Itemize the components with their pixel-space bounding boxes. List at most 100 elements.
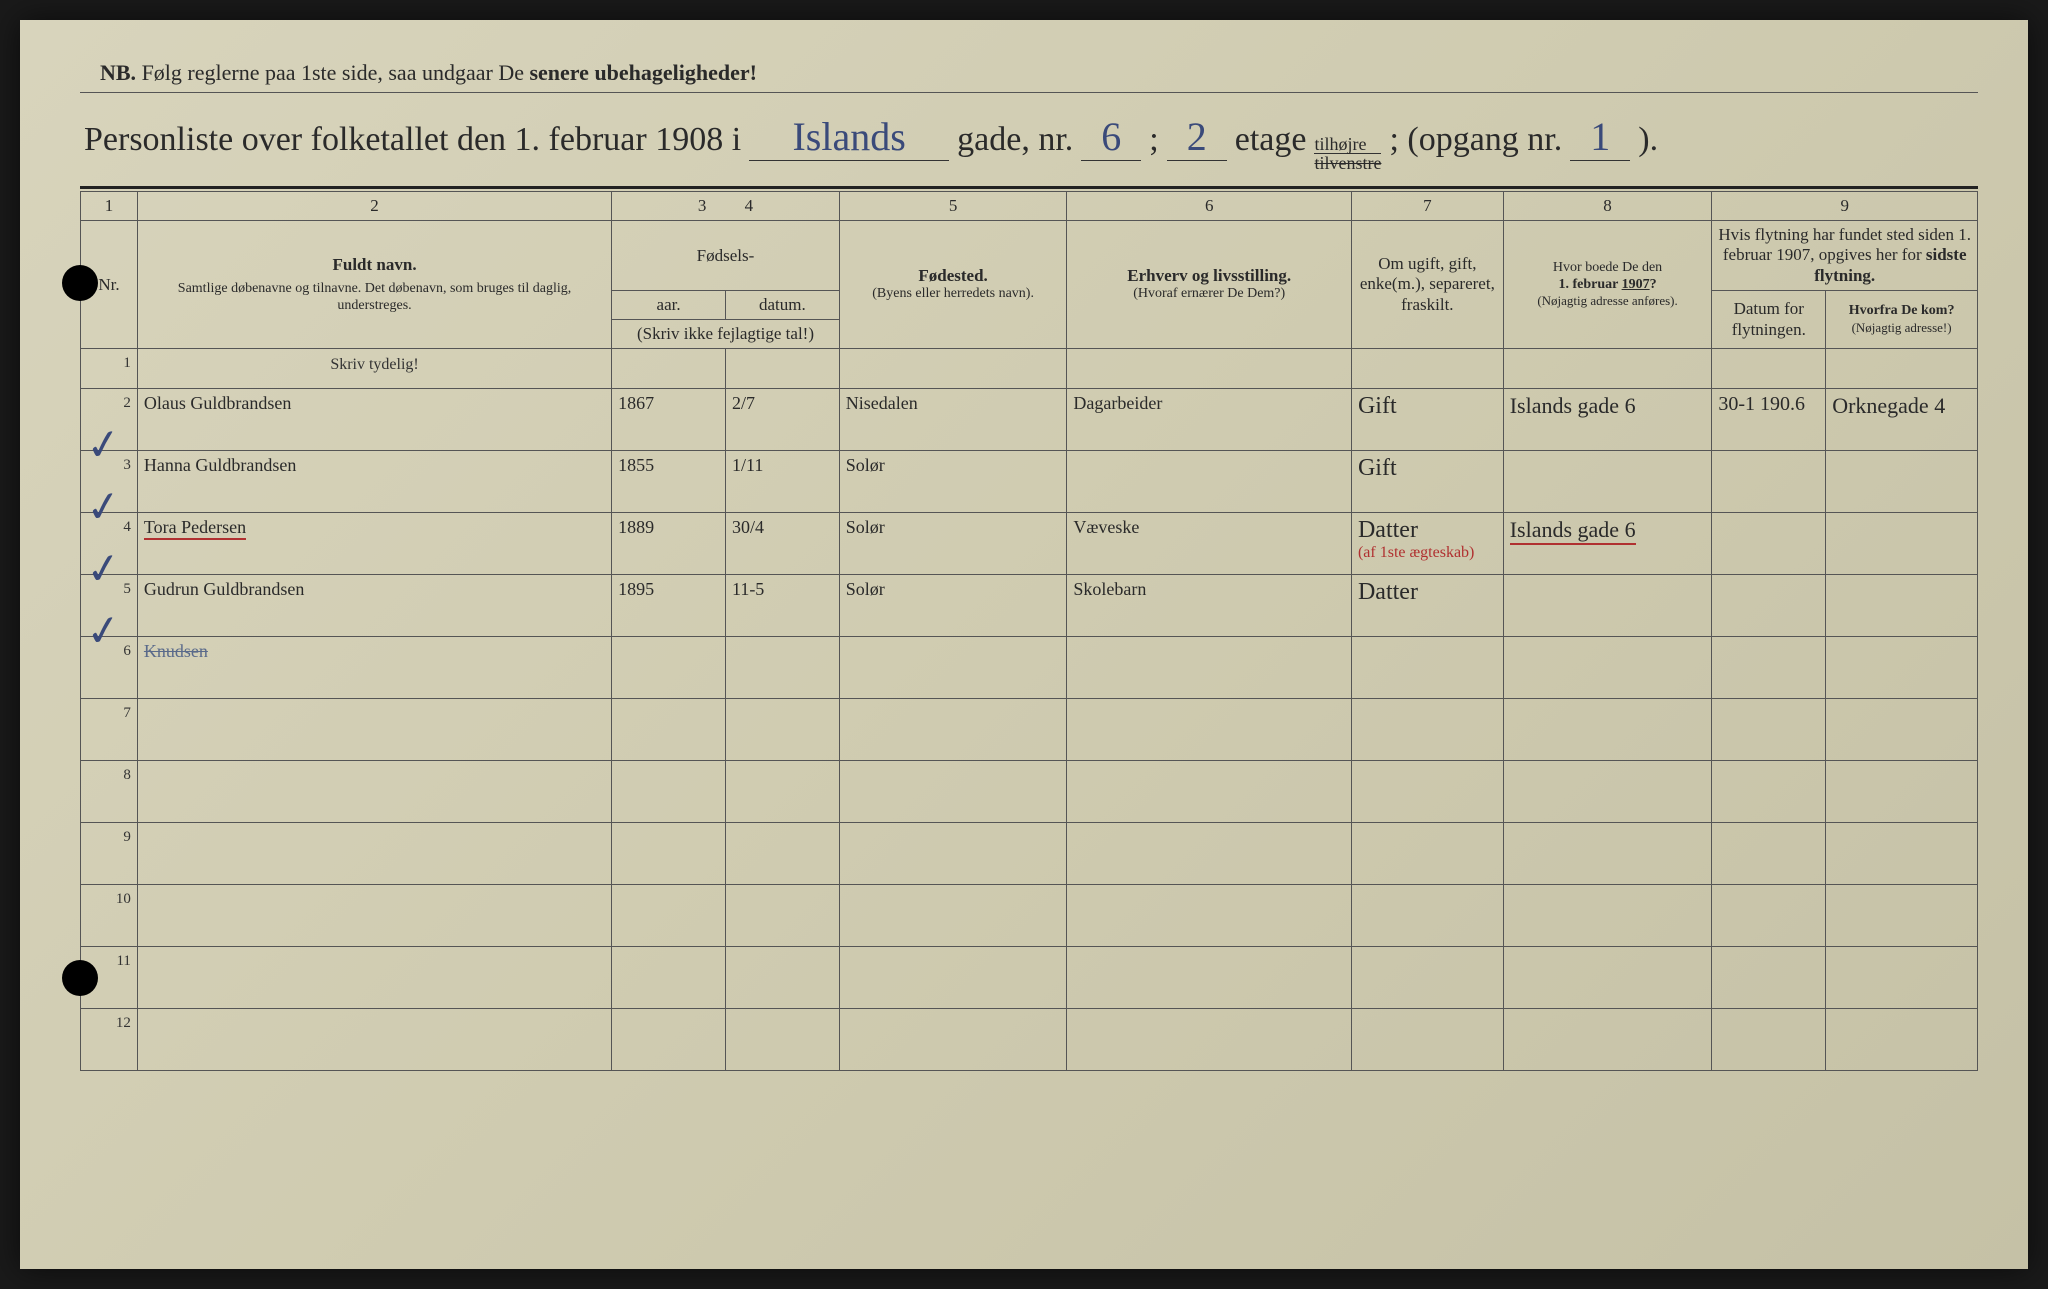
cell-move-date (1712, 1009, 1826, 1071)
hdr-birthplace-t: Fødested. (846, 266, 1061, 286)
cell-move-from (1826, 761, 1978, 823)
cell-move-date (1712, 451, 1826, 513)
cell-marital: Gift (1351, 451, 1503, 513)
cell-birthplace (839, 699, 1067, 761)
cell-occupation: Dagarbeider (1067, 389, 1352, 451)
rule-before-table (80, 186, 1978, 189)
side-bottom: tilvenstre (1314, 154, 1381, 172)
title-t2: gade, nr. (957, 121, 1073, 159)
cell-occupation: Skolebarn (1067, 575, 1352, 637)
cell-year (612, 823, 726, 885)
row-number: 1 (81, 349, 138, 389)
colnum-8: 8 (1503, 192, 1712, 221)
cell-name (137, 761, 611, 823)
cell-year (612, 1009, 726, 1071)
cell-year (612, 699, 726, 761)
hdr-occ-t: Erhverv og livsstilling. (1073, 266, 1345, 286)
table-row: 7 (81, 699, 1978, 761)
cell-occupation (1067, 823, 1352, 885)
nb-text2: senere ubehageligheder! (529, 60, 757, 85)
floor-number: 2 (1167, 113, 1227, 161)
title-t5: ; (opgang nr. (1389, 121, 1562, 159)
cell-prev-addr (1503, 761, 1712, 823)
cell-birthplace: Solør (839, 451, 1067, 513)
punch-hole-top (62, 265, 98, 301)
hdr-occupation: Erhverv og livsstilling. (Hvoraf ernærer… (1067, 221, 1352, 349)
hdr-birth-note: (Skriv ikke fejlagtige tal!) (612, 320, 840, 349)
cell-year (612, 885, 726, 947)
cell-prev-addr (1503, 885, 1712, 947)
nb-label: NB. (100, 60, 136, 85)
cell-move-from: Orknegade 4 (1826, 389, 1978, 451)
table-row: 9 (81, 823, 1978, 885)
hdr-name: Fuldt navn. Samtlige døbenavne og tilnav… (137, 221, 611, 349)
cell-date (725, 947, 839, 1009)
hdr-prev-addr: Hvor boede De den1. februar 1907? (Nøjag… (1503, 221, 1712, 349)
colnum-6: 6 (1067, 192, 1352, 221)
table-row: 2 Olaus Guldbrandsen 1867 2/7 Nisedalen … (81, 389, 1978, 451)
cell-move-date (1712, 575, 1826, 637)
hdr-birthplace-s: (Byens eller herre­dets navn). (846, 286, 1061, 303)
cell-prev-addr (1503, 637, 1712, 699)
cell-move-from (1826, 823, 1978, 885)
cell-move-date (1712, 947, 1826, 1009)
cell-marital (1351, 885, 1503, 947)
cell-move-from (1826, 947, 1978, 1009)
cell-marital (1351, 1009, 1503, 1071)
cell-prev-addr (1503, 451, 1712, 513)
cell-date (725, 637, 839, 699)
hdr-move-from: Hvorfra De kom? (Nøjagtig adresse!) (1826, 291, 1978, 349)
cell-year (612, 637, 726, 699)
table-header: 1 2 3 4 5 6 7 8 9 Nr. Fuldt navn. Samtli… (81, 192, 1978, 349)
house-number: 6 (1081, 113, 1141, 161)
cell-birthplace (839, 761, 1067, 823)
cell-occupation (1067, 699, 1352, 761)
cell-move-date (1712, 637, 1826, 699)
hdr-name-sub: Samtlige døbenavne og tilnavne. Det døbe… (144, 281, 605, 315)
cell-marital (1351, 947, 1503, 1009)
cell-move-date (1712, 823, 1826, 885)
cell-birthplace: Solør (839, 575, 1067, 637)
cell-marital (1351, 637, 1503, 699)
checkmark-icon: ✓ (83, 604, 125, 658)
hdr-from-s: (Nøjagtig adresse!) (1832, 320, 1971, 336)
row-number: 10 (81, 885, 138, 947)
title-t3: ; (1149, 121, 1158, 159)
title-t6: ). (1638, 121, 1658, 159)
colnum-9: 9 (1712, 192, 1978, 221)
rule-after-nb (80, 92, 1978, 93)
column-number-row: 1 2 3 4 5 6 7 8 9 (81, 192, 1978, 221)
hdr-birth-group: Fødsels- (612, 221, 840, 291)
hdr-move-group: Hvis flytning har fundet sted siden 1. f… (1712, 221, 1978, 291)
cell-birthplace (839, 823, 1067, 885)
cell-marital (1351, 823, 1503, 885)
cell-year: 1867 (612, 389, 726, 451)
cell-marital (1351, 699, 1503, 761)
colnum-2: 2 (137, 192, 611, 221)
row-number: 7 (81, 699, 138, 761)
colnum-1: 1 (81, 192, 138, 221)
cell-move-date (1712, 513, 1826, 575)
cell-name: Hanna Guldbrandsen (137, 451, 611, 513)
cell-date (725, 699, 839, 761)
hdr-marital: Om ugift, gift, enke(m.), separeret, fra… (1351, 221, 1503, 349)
cell-move-from (1826, 699, 1978, 761)
title-t4: etage (1235, 121, 1307, 159)
hdr-occ-s: (Hvoraf ernærer De Dem?) (1073, 286, 1345, 303)
cell-occupation (1067, 1009, 1352, 1071)
cell-name (137, 823, 611, 885)
cell-birthplace (839, 947, 1067, 1009)
street-name: Islands (749, 113, 949, 161)
cell-name (137, 699, 611, 761)
hdr-from-t: Hvorfra De kom? (1832, 303, 1971, 320)
hdr-date: datum. (725, 291, 839, 320)
checkmark-icon: ✓ (83, 542, 125, 596)
table-body: 1 Skriv tydelig! 2 Olaus Guldbrandsen 18… (81, 349, 1978, 1071)
table-row: 8 (81, 761, 1978, 823)
cell-move-from (1826, 349, 1978, 389)
cell-occupation (1067, 761, 1352, 823)
cell-marital: Datter(af 1ste ægteskab) (1351, 513, 1503, 575)
cell-name (137, 947, 611, 1009)
hdr-name-title: Fuldt navn. (144, 255, 605, 275)
cell-marital: Gift (1351, 389, 1503, 451)
